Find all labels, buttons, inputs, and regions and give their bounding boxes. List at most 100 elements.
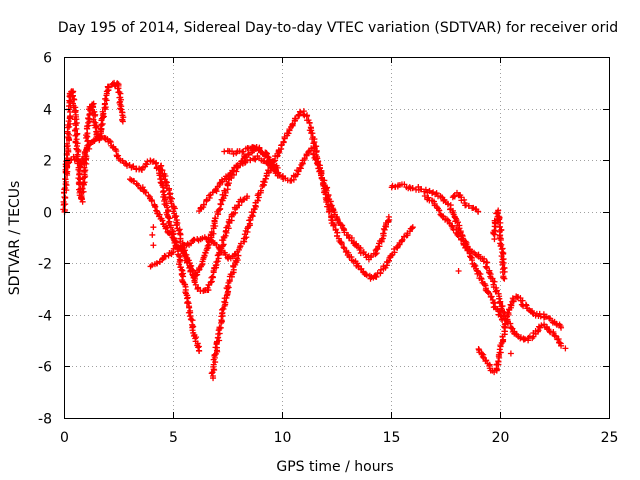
data-point — [220, 306, 227, 313]
data-point — [326, 208, 333, 215]
data-point — [208, 370, 215, 377]
data-point — [385, 213, 392, 220]
data-point — [562, 345, 569, 352]
data-point — [208, 229, 215, 236]
series-track-i — [388, 181, 506, 324]
data-point — [216, 337, 223, 344]
data-point — [196, 347, 203, 354]
data-point — [162, 173, 169, 180]
data-point — [64, 160, 71, 167]
data-point — [105, 83, 112, 90]
data-point — [241, 153, 248, 160]
axis-ticks — [64, 57, 610, 419]
data-point — [451, 193, 458, 200]
data-point — [74, 156, 81, 163]
data-point — [224, 223, 231, 230]
data-point — [556, 339, 563, 346]
data-point — [484, 259, 491, 266]
data-point — [308, 130, 315, 137]
data-point — [218, 176, 225, 183]
data-point — [230, 150, 237, 157]
data-point — [256, 146, 263, 153]
y-tick-label: -8 — [38, 412, 52, 428]
x-axis-label: GPS time / hours — [276, 459, 393, 475]
data-point — [356, 247, 363, 254]
data-point — [90, 104, 97, 111]
data-point — [258, 187, 265, 194]
data-point — [84, 123, 91, 130]
data-point — [307, 147, 314, 154]
data-point — [483, 357, 490, 364]
data-point — [541, 314, 548, 321]
data-point — [433, 190, 440, 197]
data-point — [127, 176, 134, 183]
data-point — [230, 167, 237, 174]
series-track-g — [196, 145, 393, 263]
series-isolated — [149, 224, 569, 357]
data-point — [149, 231, 156, 238]
data-point — [363, 271, 369, 278]
y-tick-label: -4 — [38, 309, 52, 325]
data-point — [385, 218, 392, 225]
data-point — [406, 184, 413, 191]
data-point — [245, 151, 252, 158]
data-point — [445, 201, 452, 208]
data-point — [323, 187, 330, 194]
data-point — [455, 219, 462, 226]
data-point — [477, 275, 484, 282]
data-point — [162, 225, 169, 232]
data-point — [201, 253, 208, 260]
series-track-h — [221, 144, 281, 171]
data-point — [207, 279, 214, 286]
data-point — [421, 192, 428, 199]
data-point — [280, 138, 287, 145]
data-point — [285, 130, 292, 137]
series-track-k — [475, 293, 565, 376]
data-point — [165, 214, 172, 221]
data-point — [461, 241, 468, 248]
data-point — [375, 243, 382, 250]
data-point — [324, 203, 331, 210]
data-point — [452, 218, 459, 225]
data-point — [72, 132, 79, 139]
data-point — [198, 262, 205, 269]
data-point — [340, 244, 347, 251]
y-tick-label: -6 — [38, 360, 52, 376]
x-tick-label: 25 — [601, 430, 619, 446]
data-point — [338, 241, 345, 248]
y-tick-label: 2 — [43, 154, 52, 170]
data-point — [148, 198, 155, 205]
data-point — [106, 137, 113, 144]
data-point — [78, 192, 85, 199]
data-point — [522, 336, 529, 343]
data-point — [117, 105, 124, 112]
data-point — [114, 85, 121, 92]
data-point — [444, 216, 451, 223]
data-point — [485, 290, 492, 297]
data-point — [76, 171, 83, 178]
data-point — [249, 213, 256, 220]
data-point — [180, 273, 187, 280]
x-tick-label: 0 — [60, 430, 69, 446]
series-track-l — [490, 207, 508, 282]
data-point — [152, 203, 159, 210]
data-point — [362, 251, 369, 258]
data-point — [254, 197, 261, 204]
data-point — [168, 231, 175, 238]
data-point — [306, 120, 313, 127]
data-point — [212, 186, 219, 193]
data-point — [99, 120, 106, 127]
data-point — [508, 302, 515, 309]
x-tick-labels: 0 5 10 15 20 25 — [60, 430, 618, 446]
y-tick-labels: -8 -6 -4 -2 0 2 4 6 — [38, 51, 52, 428]
data-point — [467, 254, 474, 261]
data-point — [436, 207, 443, 214]
data-point — [102, 95, 109, 102]
data-point — [75, 148, 82, 155]
data-point — [266, 156, 273, 163]
series-track-j — [421, 192, 565, 349]
data-point — [149, 262, 156, 269]
data-point — [251, 144, 258, 151]
data-point — [71, 127, 78, 134]
data-point — [175, 252, 182, 259]
